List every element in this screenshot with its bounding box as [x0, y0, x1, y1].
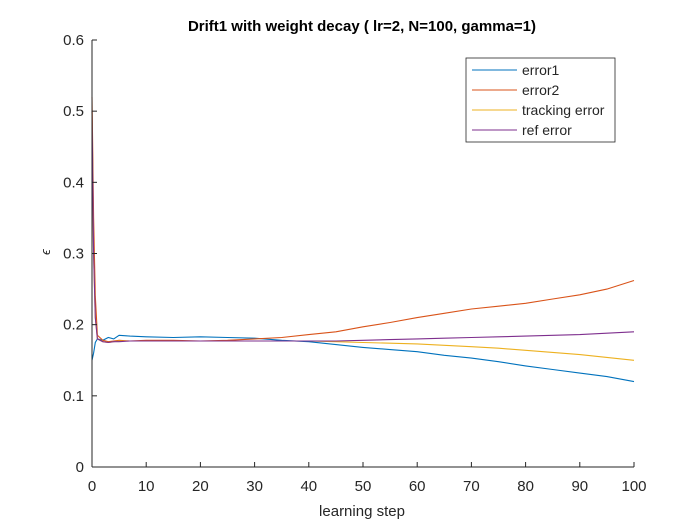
legend-box [465, 57, 616, 143]
x-tick-label: 20 [192, 478, 209, 495]
y-tick-label: 0.5 [63, 103, 84, 120]
x-tick-label: 80 [517, 478, 534, 495]
series-line-3 [91, 111, 635, 344]
x-tick-label: 60 [409, 478, 426, 495]
y-tick-label: 0.4 [63, 174, 84, 191]
legend-label-1: error2 [522, 82, 560, 98]
chart-title: Drift1 with weight decay ( lr=2, N=100, … [188, 18, 536, 35]
x-tick-label: 0 [88, 478, 96, 495]
y-tick-label: 0.6 [63, 32, 84, 49]
legend-label-0: error1 [522, 62, 560, 78]
x-tick-label: 40 [300, 478, 317, 495]
x-tick-label: 70 [463, 478, 480, 495]
legend-label-2: tracking error [522, 102, 605, 118]
x-tick-label: 100 [621, 478, 646, 495]
plot-area: 0 10 20 30 40 50 60 70 80 90 100 0 0.1 0.2 0.3 0.4 0.5 0.… [63, 32, 646, 495]
y-tick-label: 0 [76, 459, 84, 476]
y-tick-label: 0.2 [63, 317, 84, 334]
x-axis-label: learning step [319, 503, 405, 520]
y-axis-label: ϵ [38, 249, 53, 255]
series-line-0 [91, 334, 635, 383]
x-tick-label: 50 [355, 478, 372, 495]
x-tick-label: 90 [571, 478, 588, 495]
y-tick-label: 0.1 [63, 388, 84, 405]
legend: error1 error2 tracking error ref error [465, 57, 616, 143]
x-tick-label: 10 [138, 478, 155, 495]
legend-label-3: ref error [522, 122, 572, 138]
y-tick-label: 0.3 [63, 246, 84, 263]
x-tick-label: 30 [246, 478, 263, 495]
series-line-1 [91, 96, 635, 343]
